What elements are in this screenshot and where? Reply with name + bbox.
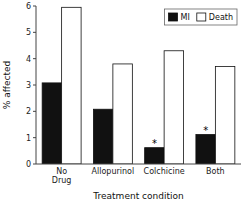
bar	[196, 135, 215, 164]
x-tick-label-line: Both	[206, 167, 225, 176]
x-tick-label: Both	[206, 167, 225, 176]
bar	[145, 148, 164, 164]
y-tick-label: 6	[26, 2, 31, 11]
x-tick-label: Allopurinol	[92, 167, 135, 176]
bars	[42, 7, 235, 164]
y-tick-label: 0	[26, 160, 31, 169]
x-axis-label: Treatment condition	[92, 191, 183, 201]
bar	[164, 51, 183, 164]
annotation: *	[203, 125, 208, 136]
x-tick-label: NoDrug	[52, 167, 72, 185]
y-tick-label: 4	[26, 55, 31, 64]
legend-swatch	[169, 13, 178, 21]
y-axis-label: % affected	[2, 61, 12, 109]
y-tick-label: 5	[26, 28, 31, 37]
annotation: *	[152, 138, 157, 149]
y-tick-label: 2	[26, 107, 31, 116]
legend-label: MI	[181, 13, 190, 22]
x-tick-label-line: Allopurinol	[92, 167, 135, 176]
legend-frame	[165, 9, 237, 25]
x-tick-label: Colchicine	[144, 167, 185, 176]
x-tick-label-line: No	[56, 167, 67, 176]
legend-swatch	[197, 13, 206, 21]
y-tick-label: 3	[26, 81, 31, 90]
chart: 0 1 2 3 4 5 6 NoDrug Allopurinol Colchicine Both * *…	[0, 0, 247, 204]
bar	[93, 109, 112, 164]
x-tick-label-line: Colchicine	[144, 167, 185, 176]
bar	[42, 83, 61, 164]
bar	[62, 7, 81, 164]
y-tick-label: 1	[26, 134, 31, 143]
legend: MI Death	[165, 9, 237, 25]
legend-label: Death	[209, 13, 233, 22]
x-tick-label-line: Drug	[52, 176, 72, 185]
bar	[113, 64, 132, 164]
x-axis	[36, 164, 241, 165]
bar	[215, 67, 234, 164]
y-axis	[36, 6, 37, 164]
